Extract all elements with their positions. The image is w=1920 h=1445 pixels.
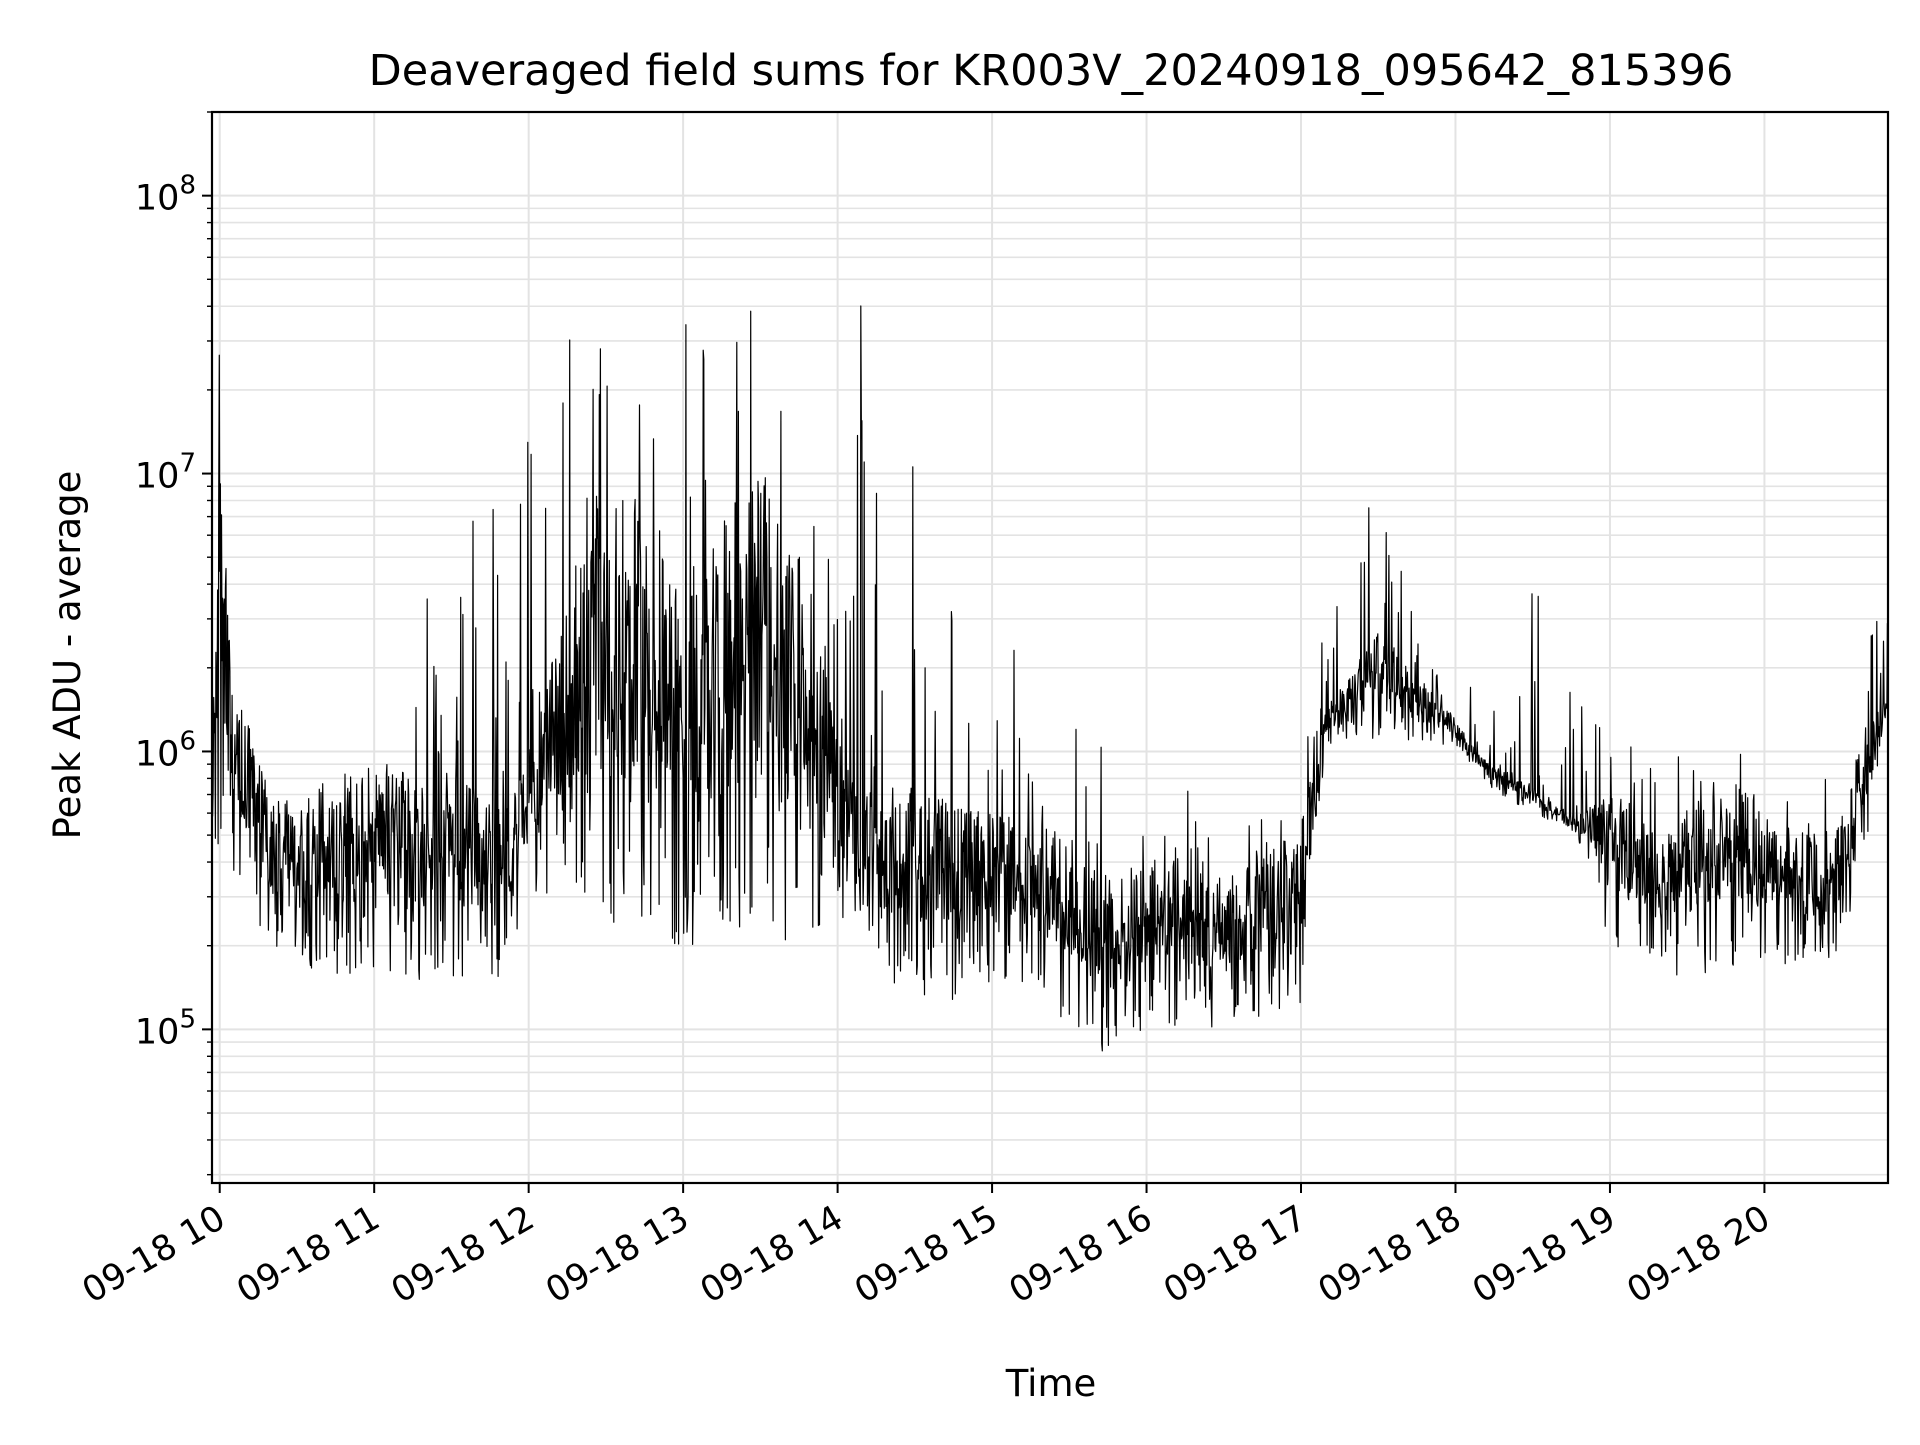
y-tick-base: 10: [135, 734, 180, 774]
data-layer: [211, 305, 1889, 1052]
y-tick-exponent: 8: [179, 171, 196, 201]
plot-frame: [210, 110, 1890, 1185]
y-tick-label: 108: [135, 171, 196, 219]
y-tick-exponent: 6: [179, 726, 196, 756]
y-tick-label: 107: [135, 449, 196, 497]
series-line: [211, 305, 1889, 1052]
chart-title: Deaveraged field sums for KR003V_2024091…: [369, 46, 1734, 96]
y-tick-base: 10: [135, 179, 180, 219]
x-axis-title: Time: [1005, 1362, 1097, 1405]
y-tick-label: 105: [135, 1004, 196, 1052]
y-tick-exponent: 5: [179, 1004, 196, 1034]
y-axis-title: Peak ADU - average: [46, 471, 89, 840]
y-tick-base: 10: [135, 457, 180, 497]
y-tick-base: 10: [135, 1012, 180, 1052]
y-tick-label: 106: [135, 726, 196, 774]
y-tick-exponent: 7: [179, 449, 196, 479]
